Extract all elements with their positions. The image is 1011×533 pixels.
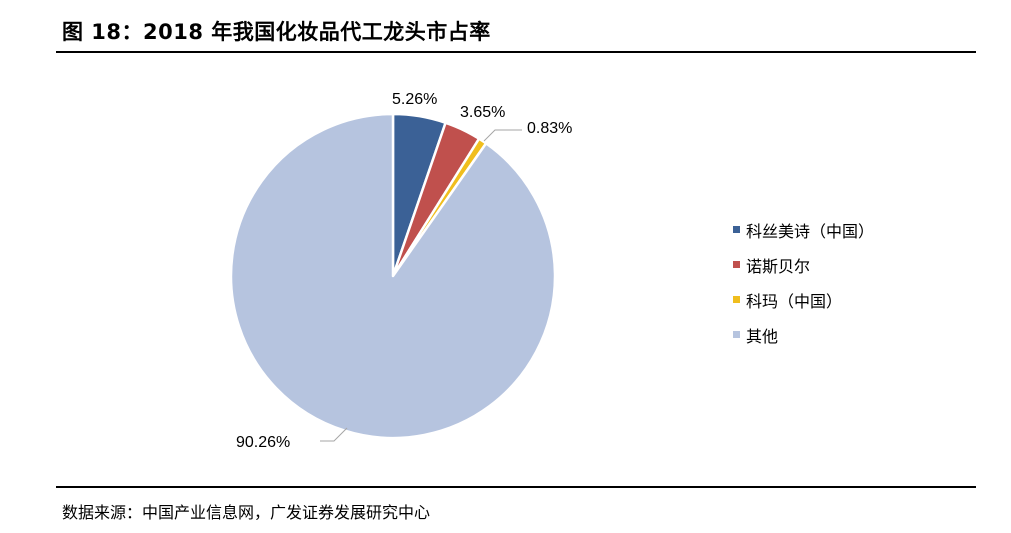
- legend-item-3: 科玛（中国）: [733, 282, 874, 317]
- leader-line-3: [483, 129, 522, 142]
- data-label-3: 0.83%: [527, 120, 572, 137]
- legend-swatch: [733, 296, 740, 303]
- legend-swatch: [733, 226, 740, 233]
- figure-title: 图 18：2018 年我国化妆品代工龙头市占率: [62, 20, 491, 44]
- legend-swatch: [733, 261, 740, 268]
- legend-item-2: 诺斯贝尔: [733, 247, 874, 282]
- data-label-4: 90.26%: [236, 434, 290, 451]
- legend-label: 科丝美诗（中国）: [746, 221, 875, 241]
- legend-label: 其他: [746, 326, 779, 346]
- legend-item-1: 科丝美诗（中国）: [733, 212, 874, 247]
- data-label-1: 5.26%: [392, 91, 437, 108]
- chart-legend: 科丝美诗（中国） 诺斯贝尔科玛（中国） 其他: [733, 212, 874, 352]
- legend-label: 科玛（中国）: [746, 291, 843, 311]
- pie-slice-4: [229, 112, 557, 440]
- source-note: 数据来源：中国产业信息网，广发证券发展研究中心: [62, 503, 431, 522]
- top-rule: [56, 51, 976, 53]
- legend-swatch: [733, 331, 740, 338]
- legend-label: 诺斯贝尔: [746, 256, 811, 276]
- legend-item-4: 其他: [733, 317, 874, 352]
- data-label-2: 3.65%: [460, 104, 505, 121]
- leader-line-4: [320, 427, 348, 442]
- bottom-rule: [56, 486, 976, 488]
